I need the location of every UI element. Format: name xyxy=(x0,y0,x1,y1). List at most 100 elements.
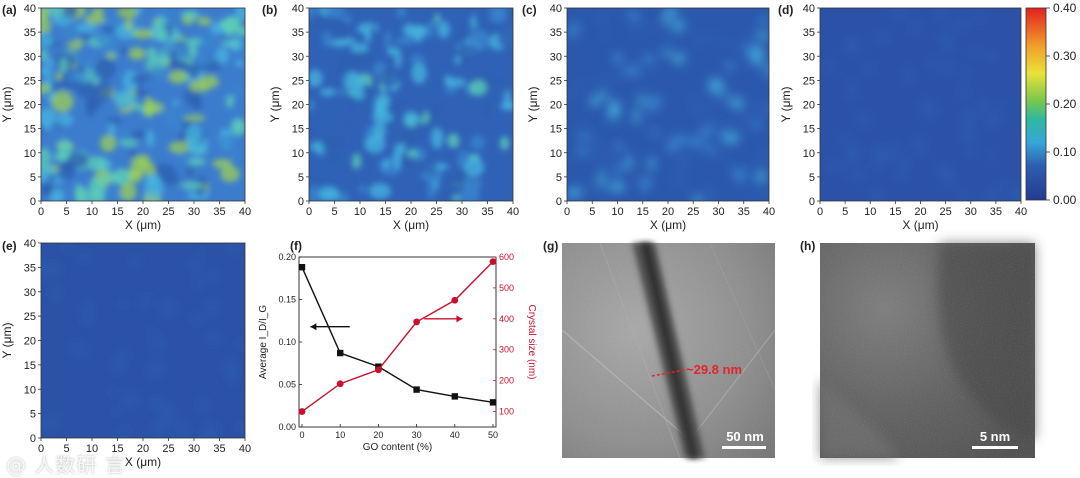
x-tick-label: 10 xyxy=(86,206,98,218)
y-tick-label: 30 xyxy=(24,287,36,299)
panel-label-b: (b) xyxy=(262,3,277,17)
y-tick-label: 35 xyxy=(550,27,562,39)
x-tick-label: 40 xyxy=(763,206,775,218)
x-tick-label: 20 xyxy=(137,206,149,218)
colorbar-tick-label: 0.30 xyxy=(1053,49,1077,63)
heatmap-a: 00 5 5 10 10 15 15 20 20 25 25 30 30 35 35 40 40 X (μm) Y … xyxy=(0,3,251,232)
x-tick-label: 35 xyxy=(481,206,493,218)
x-tick-label: 35 xyxy=(213,443,225,455)
heatmap-d: 00 5 5 10 10 15 15 20 20 25 25 30 30 35 35 40 40 X (μm) Y … xyxy=(779,3,1027,232)
y-tick-label: 30 xyxy=(24,51,36,63)
x-axis-label: X (μm) xyxy=(393,218,429,232)
y-right-axis-label: Crystal size (nm) xyxy=(526,304,537,379)
y-tick-label: 35 xyxy=(292,27,304,39)
x-tick-label: 35 xyxy=(738,206,750,218)
x-tick-label: 0 xyxy=(564,206,570,218)
x-tick-label: 25 xyxy=(940,206,952,218)
data-point-right xyxy=(451,296,459,304)
x-tick-label: 0 xyxy=(299,430,304,440)
data-point-left xyxy=(451,393,458,400)
crystal-width-label: ~29.8 nm xyxy=(686,362,742,377)
x-tick-label: 5 xyxy=(842,206,848,218)
y-right-tick-label: 500 xyxy=(499,283,514,293)
scalebar-g xyxy=(722,446,766,449)
y-tick-label: 10 xyxy=(292,148,304,160)
x-tick-label: 30 xyxy=(456,206,468,218)
y-tick-label: 25 xyxy=(550,75,562,87)
y-tick-label: 5 xyxy=(298,172,304,184)
y-axis-label: Y (μm) xyxy=(779,86,793,122)
chart-frame xyxy=(298,256,497,428)
colorbar-gradient xyxy=(1025,7,1047,201)
panel-label-a: (a) xyxy=(2,3,17,17)
y-tick-label: 35 xyxy=(803,27,815,39)
panel-label-c: (c) xyxy=(522,3,537,17)
x-tick-label: 50 xyxy=(488,430,498,440)
x-tick-label: 0 xyxy=(817,206,823,218)
x-axis-label: GO content (%) xyxy=(363,442,432,453)
panel-label-h: (h) xyxy=(800,239,815,253)
colorbar-tick-label: 0.20 xyxy=(1053,97,1077,111)
colorbar-tick-label: 0.00 xyxy=(1053,193,1077,207)
y-tick-label: 0 xyxy=(30,433,36,445)
y-left-tick-label: 0.10 xyxy=(278,337,296,347)
tem-image-g: ~29.8 nm 50 nm xyxy=(561,242,776,459)
y-tick-label: 10 xyxy=(24,384,36,396)
x-tick-label: 5 xyxy=(331,206,337,218)
heatmap-e: 00 5 5 10 10 15 15 20 20 25 25 30 30 35 35 40 40 X (μm) Y … xyxy=(0,238,251,469)
x-tick-label: 0 xyxy=(306,206,312,218)
y-axis-label: Y (μm) xyxy=(0,322,14,358)
y-tick-label: 0 xyxy=(556,196,562,208)
y-tick-label: 20 xyxy=(24,336,36,348)
y-tick-label: 25 xyxy=(24,311,36,323)
data-point-left xyxy=(298,264,306,271)
data-point-left xyxy=(337,349,344,357)
x-tick-label: 20 xyxy=(373,430,383,440)
y-left-axis-label: Average I_D/I_G xyxy=(258,305,269,380)
x-tick-label: 40 xyxy=(239,443,251,455)
x-tick-label: 15 xyxy=(889,206,901,218)
right-axis-arrow xyxy=(424,315,463,323)
y-tick-label: 15 xyxy=(24,124,36,136)
x-tick-label: 15 xyxy=(637,206,649,218)
x-axis-label: X (μm) xyxy=(902,218,938,232)
y-axis-label: Y (μm) xyxy=(526,86,540,122)
x-tick-label: 20 xyxy=(662,206,674,218)
x-tick-label: 30 xyxy=(712,206,724,218)
panel-label-e: (e) xyxy=(2,239,17,253)
y-right-tick-label: 200 xyxy=(499,376,514,386)
y-right-tick-label: 400 xyxy=(499,314,514,324)
y-tick-label: 40 xyxy=(292,3,304,15)
x-tick-label: 10 xyxy=(86,443,98,455)
x-tick-label: 15 xyxy=(111,443,123,455)
colorbar-tick-label: 0.40 xyxy=(1053,1,1077,15)
y-right-tick-label: 100 xyxy=(499,407,514,417)
y-tick-label: 40 xyxy=(803,3,815,15)
x-tick-label: 40 xyxy=(507,206,519,218)
x-tick-label: 25 xyxy=(687,206,699,218)
y-tick-label: 10 xyxy=(550,148,562,160)
y-tick-label: 20 xyxy=(292,100,304,112)
scalebar-h xyxy=(972,446,1018,449)
y-tick-label: 10 xyxy=(803,148,815,160)
x-tick-label: 30 xyxy=(188,206,200,218)
y-axis-label: Y (μm) xyxy=(0,86,14,122)
x-tick-label: 15 xyxy=(111,206,123,218)
x-tick-label: 15 xyxy=(379,206,391,218)
y-right-tick-label: 300 xyxy=(499,345,514,355)
data-point-right xyxy=(298,408,306,415)
y-left-tick-label: 0.00 xyxy=(278,422,296,432)
y-tick-label: 40 xyxy=(24,238,36,250)
watermark: @ 人数研 言 xyxy=(6,453,126,477)
y-right-tick-label: 600 xyxy=(499,252,514,262)
series-line-right xyxy=(301,261,494,413)
data-point-right xyxy=(413,318,420,326)
y-tick-label: 20 xyxy=(803,100,815,112)
y-tick-label: 15 xyxy=(24,360,36,372)
y-tick-label: 20 xyxy=(24,100,36,112)
y-tick-label: 30 xyxy=(550,51,562,63)
y-tick-label: 25 xyxy=(24,75,36,87)
x-tick-label: 5 xyxy=(63,206,69,218)
y-tick-label: 5 xyxy=(556,172,562,184)
